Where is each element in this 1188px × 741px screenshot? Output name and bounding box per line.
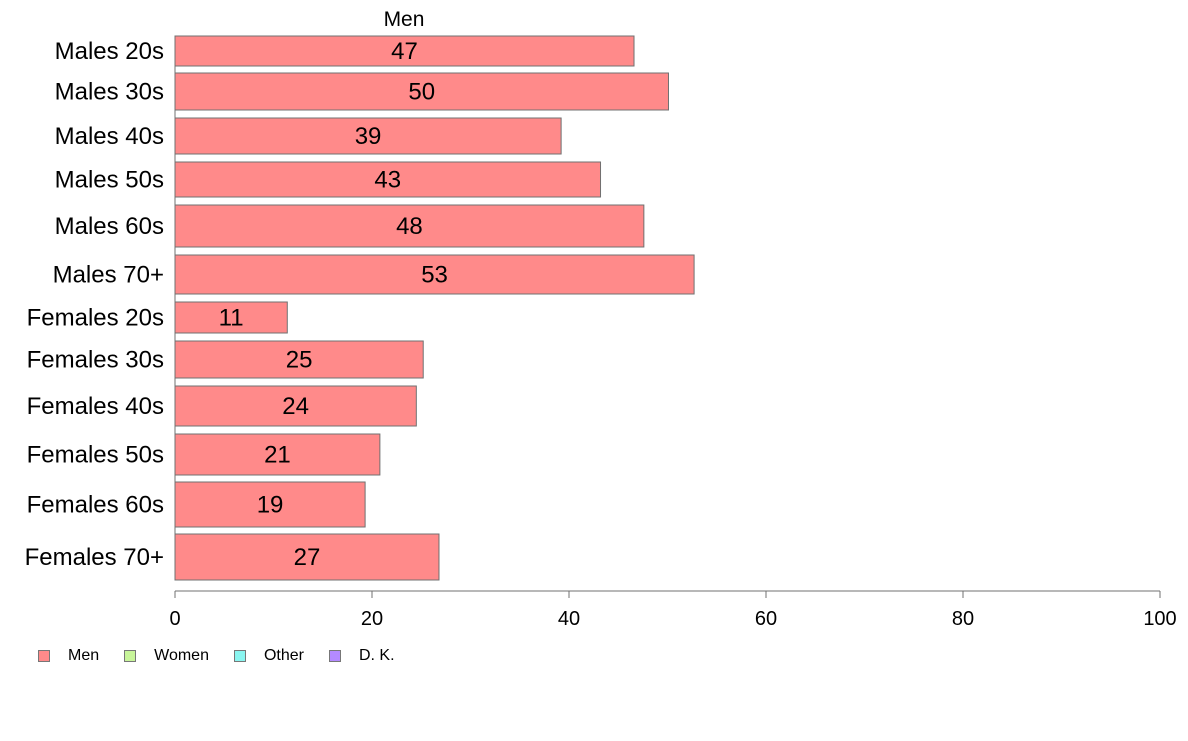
data-label: 43 (374, 167, 401, 194)
bar (174, 204, 645, 248)
category-label: Females 30s (27, 347, 164, 374)
category-label: Females 50s (27, 442, 164, 469)
bar (174, 72, 669, 111)
data-label: 50 (408, 79, 435, 106)
data-label: 39 (355, 123, 382, 150)
category-label: Females 60s (27, 492, 164, 519)
legend-label: Other (263, 647, 304, 664)
data-label: 48 (396, 213, 423, 240)
legend-label: D. K. (358, 647, 395, 664)
data-label: 21 (264, 442, 291, 469)
x-tick-label: 60 (755, 608, 777, 630)
bar (174, 481, 366, 528)
legend-label: Men (68, 647, 100, 664)
data-label: 19 (257, 492, 284, 519)
legend-swatch (38, 650, 50, 662)
bar (174, 533, 440, 581)
category-label: Males 40s (55, 123, 164, 150)
x-tick-label: 40 (558, 608, 580, 630)
bar (174, 161, 602, 198)
x-tick-label: 100 (1143, 608, 1176, 630)
data-label: 53 (421, 262, 448, 289)
x-tick-label: 20 (361, 608, 383, 630)
bar (174, 254, 695, 295)
legend-swatch (233, 650, 246, 662)
legend: Men Women Other D. K. (38, 646, 420, 666)
category-label: Males 30s (55, 79, 164, 106)
category-label: Females 40s (27, 393, 164, 420)
bar (174, 35, 635, 67)
legend-item: D. K. (328, 647, 395, 665)
legend-swatch (124, 650, 137, 662)
category-label: Males 60s (55, 213, 164, 240)
legend-item: Other (233, 647, 304, 665)
category-label: Males 50s (55, 167, 164, 194)
bar (174, 301, 288, 334)
data-label: 27 (294, 544, 321, 571)
legend-label: Women (154, 647, 209, 664)
x-tick-label: 80 (952, 608, 974, 630)
legend-item: Men (38, 647, 99, 665)
bar (174, 117, 562, 155)
data-label: 25 (286, 347, 313, 374)
category-label: Females 70+ (25, 544, 164, 571)
category-label: Males 70+ (53, 262, 164, 289)
series-title: Men (384, 8, 425, 31)
bar (174, 433, 381, 476)
category-label: Females 20s (27, 305, 164, 332)
x-tick-label: 0 (169, 608, 180, 630)
data-label: 24 (282, 393, 309, 420)
data-label: 11 (219, 305, 244, 332)
legend-item: Women (124, 647, 209, 665)
bars-layer: Males 20s 47 Males 30s 50 Males 40s 39 Males 5… (25, 35, 695, 581)
category-label: Males 20s (55, 38, 164, 65)
data-label: 47 (391, 38, 418, 65)
x-axis: 0 20 40 60 80 100 (169, 36, 1177, 630)
legend-swatch (328, 650, 341, 662)
